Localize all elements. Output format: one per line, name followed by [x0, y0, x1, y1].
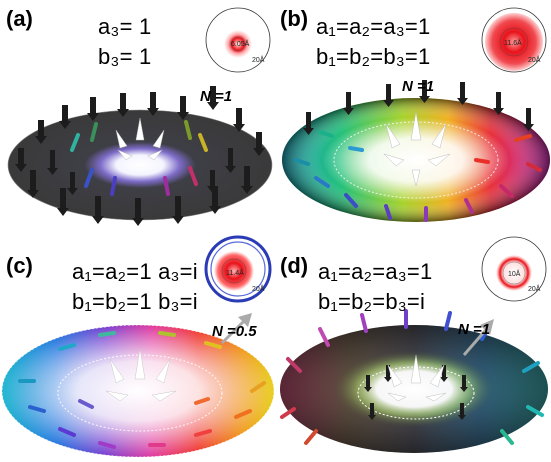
- inset-scale: 20Å: [528, 55, 541, 64]
- down-arrows: [15, 86, 265, 226]
- panel-label: (d): [280, 253, 309, 278]
- panel-label: (c): [6, 253, 33, 278]
- panel-c-graphic: 11.4Å 20Å: [1, 235, 275, 458]
- center-white-arrows: [387, 354, 447, 402]
- center-white-arrows: [383, 111, 451, 187]
- coefficient-a: a₁=a₂=a₃=1: [316, 14, 431, 39]
- outer-colored-arrows: [280, 309, 544, 445]
- inset-value: 11.4Å: [226, 268, 244, 277]
- colored-arrows: [294, 130, 542, 222]
- coefficient-b: b₁=b₂=1 b₃=i: [72, 289, 198, 314]
- panel-label: (b): [280, 6, 309, 31]
- spin-texture-inset: 6.05Å 20Å: [205, 7, 271, 73]
- inset-value: 10Å: [508, 269, 521, 278]
- coefficient-b: b₃= 1: [98, 44, 152, 69]
- inset-scale: 20Å: [252, 55, 265, 64]
- topological-charge: N =1: [402, 78, 435, 95]
- colored-arrows: [70, 120, 208, 196]
- inset-value: 11.6Å: [504, 38, 522, 47]
- panel-b: 11.6Å 20Å (b) a₁=a₂=a₃=1 b₁=b₂=b₃=1 N =1: [276, 0, 551, 231]
- topological-charge: N =0.5: [212, 323, 257, 340]
- spin-texture-inset: 11.6Å 20Å: [481, 7, 547, 73]
- panel-a: 6.05Å 20Å (a) a₃= 1 b₃= 1 N =1: [0, 0, 275, 231]
- panel-a-graphic: 6.05Å 20Å: [7, 7, 273, 226]
- coefficient-a: a₁=a₂=1 a₃=i: [72, 259, 198, 284]
- coefficient-b: b₁=b₂=b₃=i: [318, 289, 426, 314]
- center-white-arrows: [105, 348, 177, 402]
- spin-texture-inset: 10Å 20Å: [481, 236, 547, 302]
- spin-texture-inset: 11.4Å 20Å: [204, 235, 272, 303]
- inset-value: 6.05Å: [231, 39, 250, 48]
- inset-scale: 20Å: [252, 284, 265, 293]
- panel-c: 11.4Å 20Å (c) a₁=a₂=1 a₃=i b₁=b₂=1 b₃=i …: [0, 231, 275, 462]
- colored-arrows: [18, 331, 266, 449]
- topological-charge: N =1: [458, 321, 491, 338]
- coefficient-b: b₁=b₂=b₃=1: [316, 44, 431, 69]
- panel-d: 10Å 20Å (d) a₁=a₂=a₃=1 b₁=b₂=b₃=i N =1: [276, 231, 551, 462]
- normal-arrow: [238, 313, 252, 327]
- panel-d-graphic: 10Å 20Å: [280, 236, 548, 453]
- center-white-arrows: [115, 117, 165, 161]
- outer-arrows: [303, 80, 534, 135]
- panel-label: (a): [6, 6, 33, 31]
- topological-charge: N =1: [200, 88, 233, 105]
- inset-scale: 20Å: [528, 284, 541, 293]
- panel-b-graphic: 11.6Å 20Å: [282, 7, 550, 222]
- coefficient-a: a₁=a₂=a₃=1: [318, 259, 433, 284]
- normal-arrow: [480, 319, 494, 335]
- coefficient-a: a₃= 1: [98, 14, 152, 39]
